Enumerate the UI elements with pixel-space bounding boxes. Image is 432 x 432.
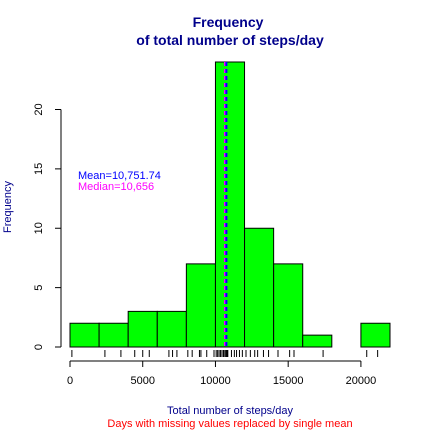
x-axis-subtitle: Days with missing values replaced by sin… (107, 418, 352, 430)
x-tick-label-1: 5000 (130, 375, 154, 387)
x-tick-label-2: 10000 (200, 375, 231, 387)
rug-plot (71, 350, 379, 357)
y-axis-label: Frequency (2, 181, 14, 233)
histogram-bar-0 (69, 322, 100, 348)
y-tick-label-4: 20 (33, 103, 45, 115)
y-tick-label-1: 5 (33, 285, 45, 291)
histogram-bar-3 (156, 310, 187, 348)
mean-median-lines (224, 62, 228, 347)
histogram-bars (69, 61, 391, 348)
histogram-bar-8 (302, 334, 333, 348)
mean-label: Mean=10,751.74 (78, 170, 161, 182)
histogram-bar-2 (127, 310, 158, 348)
histogram-bar-4 (185, 263, 216, 348)
histogram-bar-5 (214, 61, 246, 348)
histogram-bar-7 (273, 263, 304, 348)
x-tick-label-3: 15000 (273, 375, 304, 387)
x-axis-label: Total number of steps/day (167, 405, 293, 417)
histogram-bar-1 (98, 322, 129, 348)
chart-title-line-2: of total number of steps/day (136, 32, 324, 48)
x-tick-label-0: 0 (67, 375, 73, 387)
axes: 0 5000 10000 15000 20000 0 5 10 15 20 (33, 103, 376, 387)
y-tick-label-2: 10 (33, 222, 45, 234)
y-tick-label-0: 0 (33, 344, 45, 350)
chart-title-line-1: Frequency (193, 14, 264, 30)
histogram-bar-6 (244, 227, 275, 348)
y-tick-label-3: 15 (33, 163, 45, 175)
median-label: Median=10,656 (78, 181, 154, 193)
histogram-bar-10 (360, 322, 391, 348)
x-tick-label-4: 20000 (346, 375, 377, 387)
